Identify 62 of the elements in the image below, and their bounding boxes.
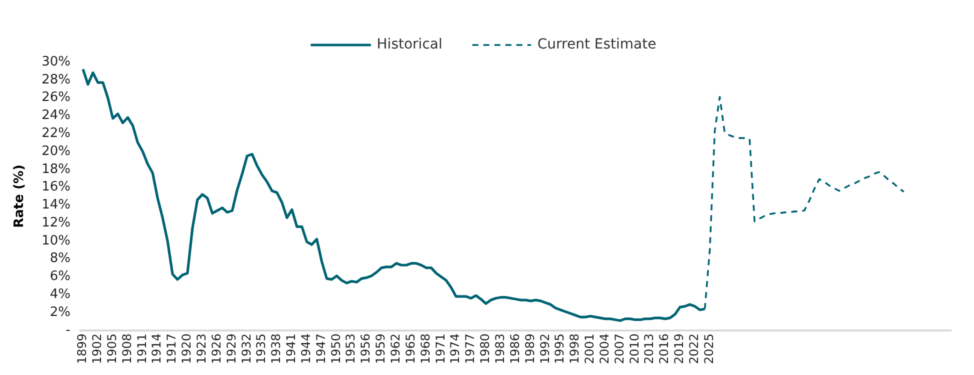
x-tick-label: 1935 bbox=[254, 333, 268, 364]
x-tick-label: 1995 bbox=[552, 333, 567, 364]
x-tick-label: 1926 bbox=[209, 333, 224, 364]
y-tick-label: 12% bbox=[42, 215, 70, 230]
x-tick-label: 1971 bbox=[433, 333, 448, 364]
x-tick-label: 1899 bbox=[75, 333, 90, 364]
y-tick-label: 28% bbox=[42, 72, 70, 88]
x-tick-label: 1986 bbox=[508, 333, 522, 364]
x-tick-label: 2019 bbox=[672, 333, 686, 364]
x-tick-label: 1923 bbox=[194, 333, 208, 364]
x-tick-label: 1941 bbox=[284, 333, 298, 364]
y-tick-label: 22% bbox=[42, 126, 70, 141]
y-tick-label: 4% bbox=[50, 287, 70, 302]
y-tick-label: - bbox=[66, 322, 71, 338]
legend-label: Historical bbox=[376, 36, 442, 53]
y-tick-label: 30% bbox=[42, 54, 70, 70]
x-tick-label: 1932 bbox=[239, 333, 254, 364]
x-tick-label: 1908 bbox=[120, 333, 134, 364]
y-tick-label: 2% bbox=[50, 304, 70, 320]
legend-label: Current Estimate bbox=[537, 36, 656, 53]
x-tick-label: 1911 bbox=[134, 333, 149, 364]
x-tick-label: 1953 bbox=[344, 333, 358, 364]
y-tick-label: 24% bbox=[42, 108, 70, 124]
x-tick-label: 1977 bbox=[463, 333, 478, 364]
x-tick-label: 2025 bbox=[702, 333, 716, 364]
x-tick-label: 1920 bbox=[180, 333, 194, 364]
x-tick-label: 2022 bbox=[686, 333, 701, 364]
x-tick-label: 2013 bbox=[642, 333, 656, 364]
x-tick-label: 1959 bbox=[374, 333, 388, 364]
x-tick-label: 1968 bbox=[418, 333, 432, 364]
x-tick-label: 1950 bbox=[328, 333, 343, 364]
x-tick-label: 1929 bbox=[224, 333, 238, 364]
x-tick-label: 1974 bbox=[448, 333, 462, 364]
y-tick-label: 26% bbox=[42, 90, 70, 106]
x-tick-label: 1989 bbox=[522, 333, 537, 364]
y-tick-label: 16% bbox=[42, 180, 70, 195]
x-tick-label: 1956 bbox=[358, 333, 373, 364]
x-tick-label: 2016 bbox=[657, 333, 672, 364]
x-tick-label: 1998 bbox=[568, 333, 582, 364]
x-tick-label: 1962 bbox=[388, 333, 403, 364]
x-tick-label: 2007 bbox=[612, 333, 626, 364]
y-tick-label: 18% bbox=[42, 162, 70, 177]
x-tick-label: 1938 bbox=[269, 333, 284, 364]
x-tick-label: 1902 bbox=[90, 333, 104, 364]
x-tick-label: 1944 bbox=[298, 333, 313, 364]
y-tick-label: 6% bbox=[50, 269, 70, 284]
x-tick-label: 1992 bbox=[538, 333, 552, 364]
y-axis-title: Rate (%) bbox=[12, 164, 28, 228]
x-tick-label: 1947 bbox=[314, 333, 328, 364]
y-tick-label: 8% bbox=[50, 251, 70, 266]
x-tick-label: 1980 bbox=[478, 333, 492, 364]
x-tick-label: 2001 bbox=[582, 333, 597, 364]
x-tick-label: 1965 bbox=[403, 333, 418, 364]
x-tick-label: 1914 bbox=[150, 333, 164, 364]
y-tick-label: 14% bbox=[42, 198, 70, 213]
x-tick-label: 2010 bbox=[627, 333, 642, 364]
y-tick-label: 10% bbox=[42, 233, 70, 248]
x-tick-label: 2004 bbox=[597, 333, 612, 364]
x-tick-label: 1917 bbox=[164, 333, 179, 364]
x-tick-label: 1905 bbox=[104, 333, 119, 364]
x-tick-label: 1983 bbox=[492, 333, 507, 364]
y-tick-label: 20% bbox=[42, 144, 70, 159]
